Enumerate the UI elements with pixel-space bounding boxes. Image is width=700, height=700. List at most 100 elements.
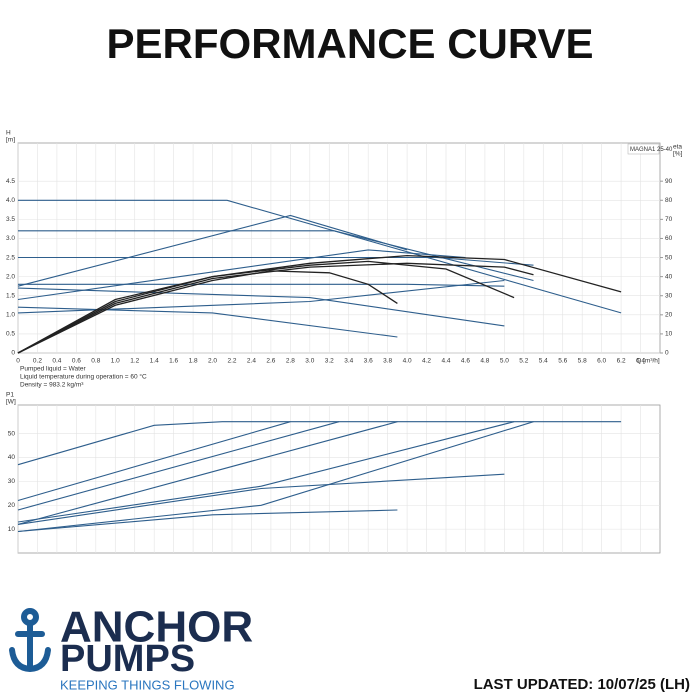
curve [17, 421, 622, 466]
x-tick-label: 2.4 [247, 358, 256, 365]
x-tick-label: 3.2 [325, 358, 334, 365]
x-tick-label: 3.8 [383, 358, 392, 365]
plot-area [17, 404, 661, 554]
x-tick-label: 1.0 [111, 358, 120, 365]
note: Liquid temperature during operation = 60… [20, 373, 147, 381]
y-tick-label: 2.5 [6, 254, 15, 261]
y-tick-label: 3.0 [6, 235, 15, 242]
y-tick-label: 30 [8, 478, 16, 485]
x-tick-label: 5.8 [578, 358, 587, 365]
y-tick-label: 50 [8, 430, 16, 437]
x-tick-label: 4.2 [422, 358, 431, 365]
y2-unit: [%] [673, 151, 683, 158]
x-tick-label: 3.6 [364, 358, 373, 365]
x-tick-label: 1.6 [169, 358, 178, 365]
x-tick-label: 0.4 [52, 358, 61, 365]
curve [17, 270, 398, 354]
x-tick-label: 4.8 [480, 358, 489, 365]
curve [17, 287, 505, 327]
y-tick-label: 0.5 [6, 331, 15, 338]
x-tick-label: 5.6 [558, 358, 567, 365]
y2-tick-label: 90 [665, 178, 673, 185]
y2-tick-label: 80 [665, 197, 673, 204]
curve [18, 199, 622, 314]
chart-title: MAGNA1 25-40 [630, 147, 673, 153]
curve [18, 283, 505, 287]
y-tick-label: 40 [8, 454, 16, 461]
last-updated: LAST UPDATED: 10/07/25 (LH) [474, 676, 690, 693]
y-tick-label: 20 [8, 502, 16, 509]
curve [17, 279, 505, 314]
y-tick-label: 2.0 [6, 273, 15, 280]
curve [17, 421, 340, 511]
x-tick-label: 2.6 [266, 358, 275, 365]
note: Pumped liquid = Water [20, 366, 87, 373]
x-tick-label: 6.2 [617, 358, 626, 365]
x-tick-label: 4.0 [403, 358, 412, 365]
y2-tick-label: 10 [665, 331, 673, 338]
x-label: Q [m³/h] [636, 358, 660, 365]
page-title: PERFORMANCE CURVE [107, 20, 594, 67]
x-tick-label: 6.4 [636, 358, 645, 365]
logo-tagline: KEEPING THINGS FLOWING [60, 677, 235, 692]
x-tick-label: 0.2 [33, 358, 42, 365]
y2-tick-label: 0 [665, 350, 669, 357]
y-tick-label: 4.5 [6, 178, 15, 185]
logo-line2: PUMPS [60, 638, 195, 680]
x-tick-label: 1.4 [150, 358, 159, 365]
x-tick-label: 5.0 [500, 358, 509, 365]
y-tick-label: 4.0 [6, 197, 15, 204]
y-label: P1 [6, 392, 14, 399]
y-tick-label: 3.5 [6, 216, 15, 223]
x-tick-label: 0.6 [72, 358, 81, 365]
x-tick-label: 0.8 [91, 358, 100, 365]
x-tick-label: 2.8 [286, 358, 295, 365]
x-tick-label: 5.4 [539, 358, 548, 365]
y2-tick-label: 70 [665, 216, 673, 223]
x-tick-label: 3.4 [344, 358, 353, 365]
y2-tick-label: 50 [665, 254, 673, 261]
chart-title-box [627, 143, 660, 155]
y2-tick-label: 60 [665, 235, 673, 242]
y-tick-label: 10 [8, 526, 16, 533]
y-unit: [W] [6, 399, 16, 406]
x-tick-label: 5.2 [519, 358, 528, 365]
x-tick-label: 6.0 [597, 358, 606, 365]
curve [17, 421, 291, 502]
x-tick-label: 1.2 [130, 358, 139, 365]
y-label: H [6, 130, 11, 137]
curve [17, 254, 622, 354]
y2-label: eta [673, 144, 682, 151]
curve [17, 249, 466, 301]
curve [17, 262, 534, 354]
y2-tick-label: 40 [665, 273, 673, 280]
note: Density = 983.2 kg/m³ [20, 382, 84, 389]
x-tick-label: 2.2 [227, 358, 236, 365]
logo-icon [9, 608, 51, 673]
y-unit: [m] [6, 137, 15, 144]
y-tick-label: 1.5 [6, 292, 15, 299]
curve [17, 214, 408, 287]
curve [18, 230, 534, 282]
x-tick-label: 2.0 [208, 358, 217, 365]
x-tick-label: 0 [16, 358, 20, 365]
curve [17, 421, 534, 533]
curve [17, 421, 398, 525]
y-tick-label: 0 [11, 350, 15, 357]
curve [17, 509, 398, 533]
curve [17, 306, 398, 338]
x-tick-label: 1.8 [189, 358, 198, 365]
y-tick-label: 1.0 [6, 312, 15, 319]
curve [17, 473, 505, 525]
logo-line1: ANCHOR [60, 603, 253, 652]
curve [17, 421, 515, 523]
y2-tick-label: 20 [665, 312, 673, 319]
x-tick-label: 4.4 [441, 358, 450, 365]
y2-tick-label: 30 [665, 292, 673, 299]
curve [17, 260, 515, 354]
x-tick-label: 4.6 [461, 358, 470, 365]
x-tick-label: 3.0 [305, 358, 314, 365]
plot-area [17, 142, 661, 354]
curve [18, 256, 534, 266]
